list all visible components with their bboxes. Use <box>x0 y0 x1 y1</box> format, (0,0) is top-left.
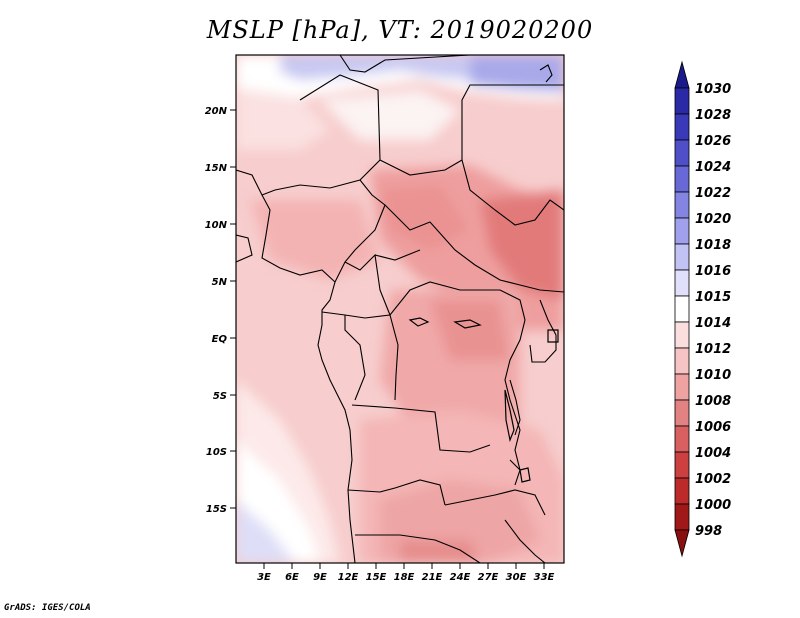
lon-label: 3E <box>257 572 271 583</box>
colorbar-label: 1015 <box>695 290 731 305</box>
lat-label: 10S <box>206 447 227 458</box>
colorbar-label: 1004 <box>695 446 731 461</box>
colorbar-segment <box>674 165 690 193</box>
lat-label: 15N <box>205 163 228 174</box>
colorbar-label: 1030 <box>695 82 731 97</box>
latitude-axis: 20N 15N 10N 5N EQ 5S 10S 15S <box>205 106 236 515</box>
colorbar-segment <box>674 139 690 167</box>
lon-label: 9E <box>313 572 327 583</box>
colorbar-segment <box>674 399 690 427</box>
colorbar-segment <box>674 347 690 375</box>
colorbar-segment <box>674 321 690 349</box>
lon-label: 24E <box>450 572 471 583</box>
lon-label: 12E <box>338 572 359 583</box>
colorbar-segment <box>674 217 690 245</box>
colorbar-label: 1022 <box>695 186 731 201</box>
lakes <box>408 317 559 483</box>
colorbar-segment <box>674 373 690 401</box>
lat-label: 5N <box>212 277 228 288</box>
footer-credit: GrADS: IGES/COLA <box>4 603 91 613</box>
lat-label: EQ <box>212 334 228 345</box>
colorbar-label: 1006 <box>695 420 731 435</box>
colorbar-label: 1020 <box>695 212 731 227</box>
colorbar-label: 1024 <box>695 160 731 175</box>
colorbar-segment <box>674 425 690 453</box>
colorbar-label: 1016 <box>695 264 731 279</box>
colorbar-segment <box>674 451 690 479</box>
colorbar-label: 1012 <box>695 342 731 357</box>
colorbar-arrow-top <box>674 60 690 89</box>
colorbar-segment <box>674 243 690 271</box>
country-borders <box>236 55 564 563</box>
longitude-axis: 3E 6E 9E 12E 15E 18E 21E 24E 27E 30E 33E <box>257 563 555 583</box>
lat-label: 20N <box>205 106 228 117</box>
colorbar-segment <box>674 269 690 297</box>
lon-label: 21E <box>422 572 443 583</box>
colorbar-label: 1000 <box>695 498 731 513</box>
lat-label: 5S <box>213 391 227 402</box>
colorbar-segment <box>674 503 690 531</box>
lon-label: 18E <box>394 572 415 583</box>
colorbar-label: 1010 <box>695 368 731 383</box>
pressure-field <box>236 55 564 563</box>
colorbar-label: 1028 <box>695 108 731 123</box>
lat-label: 10N <box>205 220 228 231</box>
lon-label: 30E <box>506 572 527 583</box>
colorbar-label: 1014 <box>695 316 731 331</box>
lon-label: 33E <box>534 572 555 583</box>
lon-label: 15E <box>366 572 387 583</box>
lon-label: 27E <box>478 572 499 583</box>
colorbar-segment <box>674 113 690 141</box>
colorbar-label: 1002 <box>695 472 731 487</box>
colorbar-label: 1018 <box>695 238 731 253</box>
map-frame <box>235 54 565 564</box>
colorbar-label: 998 <box>695 524 722 539</box>
colorbar-label: 1026 <box>695 134 731 149</box>
lon-label: 6E <box>285 572 299 583</box>
colorbar: 1030 1028 1026 1024 1022 1020 1018 1016 1015 1014… <box>674 60 731 558</box>
colorbar-segment <box>674 295 690 323</box>
map-title: MSLP [hPa], VT: 2019020200 <box>206 16 594 44</box>
colorbar-segment <box>674 87 690 115</box>
lat-label: 15S <box>206 504 227 515</box>
colorbar-segment <box>674 477 690 505</box>
colorbar-label: 1008 <box>695 394 731 409</box>
colorbar-arrow-bottom <box>674 529 690 558</box>
colorbar-segment <box>674 191 690 219</box>
